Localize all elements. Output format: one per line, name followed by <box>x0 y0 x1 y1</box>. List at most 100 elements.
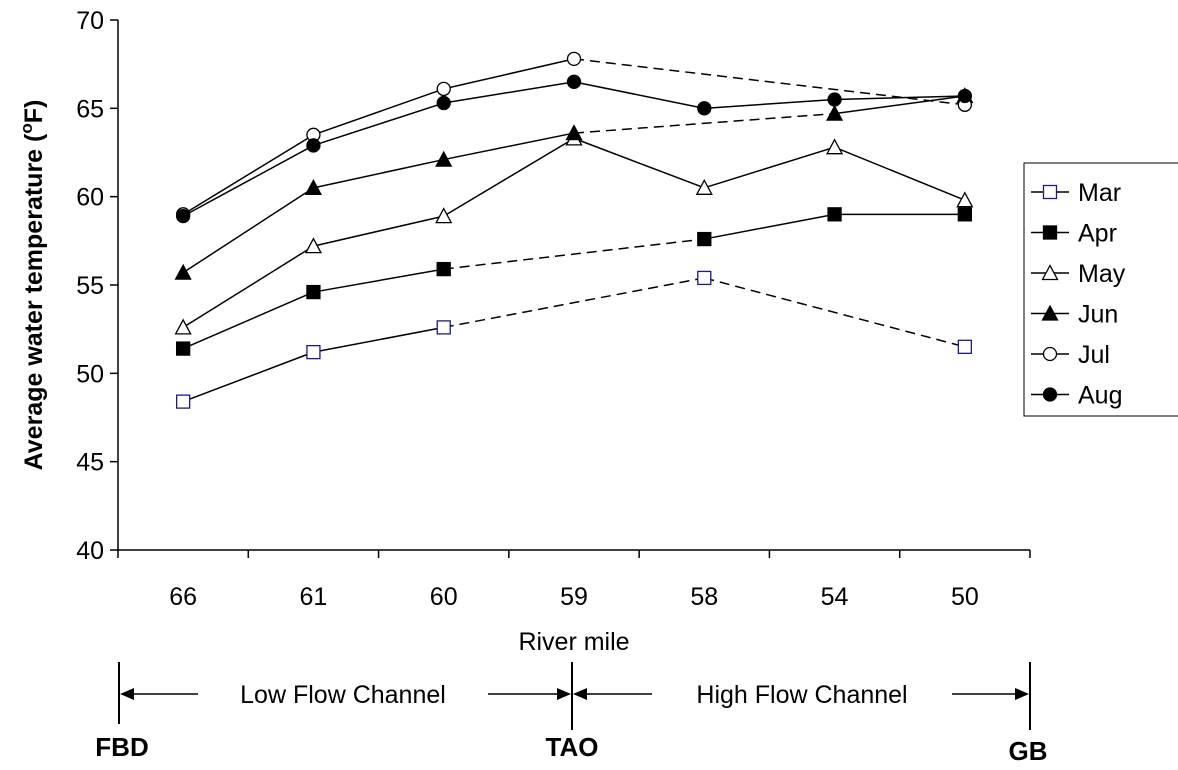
data-point-mar <box>306 344 321 360</box>
series-line-apr <box>313 268 444 293</box>
data-point-may <box>435 207 453 224</box>
legend-entry-may: May <box>1031 260 1126 288</box>
x-tick-label: 50 <box>951 583 979 611</box>
data-point-aug <box>436 95 451 111</box>
x-tick-label: 59 <box>560 583 588 611</box>
x-tick-label: 60 <box>430 583 458 611</box>
x-tick-label: 61 <box>300 583 328 611</box>
data-point-apr <box>827 207 842 222</box>
legend-marker-jul <box>1042 346 1058 362</box>
series-dashed-line-jun <box>573 112 835 134</box>
x-tick-label: 66 <box>169 583 197 611</box>
data-point-may <box>695 178 713 195</box>
data-point-jul <box>566 51 582 67</box>
site-label-fbd: FBD <box>95 732 148 762</box>
series-jun <box>174 87 974 280</box>
data-point-aug <box>306 138 321 153</box>
series-line-may <box>182 245 314 329</box>
series-aug <box>175 74 973 224</box>
data-point-may <box>825 138 844 155</box>
plot-area: 40 45 50 55 60 65 70 66 61 60 59 58 54 50 <box>76 7 1031 611</box>
data-point-apr <box>306 284 321 300</box>
legend-marker-jun <box>1041 304 1059 321</box>
series-apr <box>175 207 973 356</box>
arrowhead-low-left <box>120 688 134 700</box>
arrowhead-high-right <box>1015 688 1029 700</box>
legend-box <box>1023 162 1178 417</box>
y-tick-label: 70 <box>76 7 104 35</box>
site-label-tao: TAO <box>546 732 599 762</box>
series-line-may <box>313 215 444 247</box>
legend-label-mar: Mar <box>1078 179 1121 207</box>
data-point-jun <box>174 263 192 280</box>
x-tick-label: 54 <box>821 583 849 611</box>
channel-annotation: Low Flow Channel High Flow Channel FBD T… <box>95 662 1048 766</box>
series-line-jul <box>313 88 444 136</box>
legend-marker-aug <box>1042 387 1058 402</box>
y-tick-label: 60 <box>76 184 104 212</box>
high-flow-label: High Flow Channel <box>696 681 907 709</box>
series-line-apr <box>182 291 314 350</box>
series-mar <box>175 270 973 409</box>
data-point-apr <box>175 341 191 356</box>
series-line-jun <box>313 158 444 189</box>
x-tick-label: 58 <box>690 583 718 611</box>
legend-marker-may <box>1041 264 1059 281</box>
legend-entry-apr: Apr <box>1031 220 1117 248</box>
data-point-aug <box>566 74 582 89</box>
series-dashed-line-apr <box>443 238 705 270</box>
data-point-aug <box>697 101 712 116</box>
y-tick-label: 65 <box>76 95 104 123</box>
series-line-apr <box>704 213 835 240</box>
x-axis-title: River mile <box>518 628 629 656</box>
low-flow-label: Low Flow Channel <box>240 681 446 709</box>
data-point-mar <box>436 320 451 335</box>
data-point-apr <box>697 231 712 247</box>
series-line-aug <box>704 98 835 110</box>
data-point-apr <box>436 261 451 277</box>
series-line-mar <box>313 326 444 353</box>
data-point-jun <box>565 124 583 141</box>
legend-entry-aug: Aug <box>1031 382 1122 410</box>
legend-label-jun: Jun <box>1078 301 1118 329</box>
series-line-aug <box>834 95 965 101</box>
series-line-jun <box>443 132 575 161</box>
series-line-aug <box>313 102 444 147</box>
legend-marker-mar <box>1042 184 1058 200</box>
data-point-mar <box>175 394 191 409</box>
data-point-jul <box>436 81 451 97</box>
data-point-mar <box>697 270 712 286</box>
series-line-jul <box>182 134 314 215</box>
series-line-mar <box>182 351 314 403</box>
legend: Mar Apr May Jun Jul Aug <box>1031 179 1126 410</box>
legend-entry-jul: Jul <box>1031 341 1110 369</box>
arrowhead-low-right <box>557 688 571 700</box>
y-tick-label: 45 <box>76 449 104 477</box>
data-point-jun <box>435 150 453 167</box>
series-line-aug <box>443 81 575 104</box>
y-tick-label: 40 <box>76 537 104 565</box>
series-line-jul <box>443 58 575 90</box>
data-point-mar <box>957 339 973 354</box>
data-point-jun <box>825 104 844 121</box>
arrowhead-high-left <box>573 688 587 700</box>
series-line-may <box>704 146 835 189</box>
legend-entry-mar: Mar <box>1031 179 1121 207</box>
y-axis-title: Average water temperature (oF) <box>17 100 48 471</box>
series-line-jun <box>182 187 314 274</box>
legend-entry-jun: Jun <box>1031 301 1118 329</box>
series-dashed-line-mar <box>704 277 966 348</box>
data-point-may <box>304 237 323 254</box>
data-point-aug <box>175 208 191 224</box>
data-point-may <box>956 191 974 208</box>
series-line-may <box>443 137 575 217</box>
series-line-may <box>834 146 966 201</box>
series-line-may <box>573 137 705 189</box>
data-point-apr <box>957 207 973 222</box>
legend-label-may: May <box>1078 260 1126 288</box>
series-line-aug <box>182 144 314 217</box>
data-point-aug <box>957 88 973 104</box>
data-point-aug <box>827 92 842 107</box>
